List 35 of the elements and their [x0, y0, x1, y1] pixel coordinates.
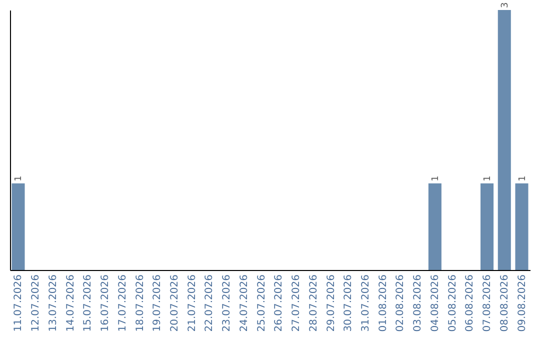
- x-tick-label: 08.08.2026: [499, 274, 510, 332]
- x-tick-label: 07.08.2026: [482, 274, 494, 332]
- x-tick-label: 22.07.2026: [204, 274, 216, 332]
- x-tick-label: 29.07.2026: [326, 274, 337, 332]
- x-tick-label: 06.08.2026: [464, 274, 476, 332]
- x-tick-label: 15.07.2026: [82, 274, 94, 332]
- x-tick-label: 19.07.2026: [152, 274, 164, 332]
- x-tick-label: 27.07.2026: [291, 274, 302, 332]
- x-tick-label: 12.07.2026: [30, 274, 42, 332]
- x-tick-label: 24.07.2026: [238, 274, 250, 332]
- x-tick-label: 28.07.2026: [308, 274, 320, 332]
- x-tick-label: 01.08.2026: [378, 274, 389, 332]
- x-tick-label: 30.07.2026: [343, 274, 354, 332]
- x-tick-label: 23.07.2026: [222, 274, 233, 332]
- x-tick-label: 17.07.2026: [117, 274, 128, 332]
- x-tick-label: 26.07.2026: [274, 274, 285, 332]
- x-tick-label: 11.07.2026: [13, 274, 24, 332]
- data-label: 1: [430, 176, 441, 182]
- x-tick-label: 20.07.2026: [170, 274, 181, 332]
- data-label: 3: [500, 2, 510, 8]
- x-tick-label: 25.07.2026: [256, 274, 268, 332]
- x-tick-label: 03.08.2026: [412, 274, 424, 332]
- x-tick-label: 18.07.2026: [134, 274, 146, 332]
- x-tick-label: 14.07.2026: [65, 274, 76, 332]
- x-tick-label: 21.07.2026: [186, 274, 198, 332]
- x-tick-label: 31.07.2026: [360, 274, 372, 332]
- x-tick-label: 02.08.2026: [395, 274, 406, 332]
- data-label: 1: [14, 176, 24, 182]
- x-tick-label: 09.08.2026: [516, 274, 528, 332]
- data-label: 1: [518, 176, 528, 182]
- x-tick-label: 04.08.2026: [430, 274, 441, 332]
- x-tick-label: 16.07.2026: [100, 274, 112, 332]
- x-tick-label: 13.07.2026: [48, 274, 59, 332]
- data-label: 1: [483, 176, 494, 182]
- x-tick-label: 05.08.2026: [447, 274, 458, 332]
